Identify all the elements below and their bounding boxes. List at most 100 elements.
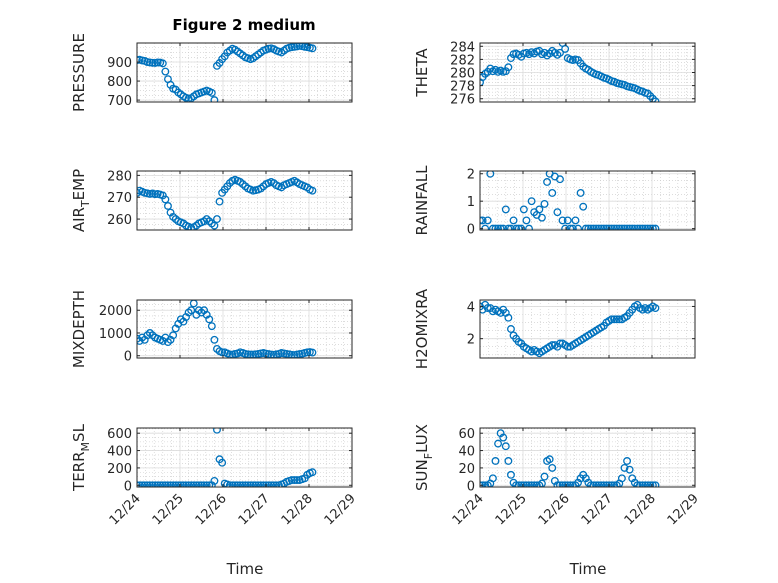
data-point — [194, 481, 203, 487]
data-point — [519, 205, 528, 214]
data-point — [543, 178, 552, 186]
data-point — [161, 195, 170, 204]
data-point — [512, 224, 521, 230]
data-series — [137, 175, 317, 230]
data-point — [599, 224, 608, 230]
y-axis-label: TERRMSL — [70, 423, 92, 492]
y-tick-label: 284 — [450, 40, 475, 55]
data-point — [293, 476, 301, 485]
data-point — [269, 481, 278, 487]
data-point — [161, 67, 170, 76]
data-point — [540, 199, 549, 208]
data-point — [648, 481, 657, 487]
data-point — [264, 481, 273, 487]
data-point — [527, 197, 536, 206]
axes-box — [479, 170, 696, 231]
y-axis-label: THETA — [413, 48, 431, 98]
data-series — [480, 43, 660, 102]
y-tick-label: 4 — [467, 300, 475, 315]
data-point — [189, 481, 198, 487]
data-point — [164, 202, 172, 210]
data-point — [486, 171, 495, 178]
data-point — [259, 481, 268, 487]
data-point — [158, 481, 167, 487]
data-point — [633, 481, 642, 487]
data-point — [620, 463, 629, 472]
data-point — [249, 481, 258, 487]
data-point — [584, 224, 593, 230]
data-point — [586, 481, 595, 487]
data-point — [556, 48, 564, 57]
data-point — [558, 216, 567, 225]
data-point — [605, 481, 613, 487]
data-point — [504, 457, 513, 465]
y-axis-label: H2OMIXRA — [413, 288, 431, 369]
data-point — [148, 58, 157, 67]
data-point — [290, 476, 299, 485]
data-point — [638, 224, 647, 230]
data-point — [548, 189, 557, 197]
data-point — [488, 474, 497, 483]
data-point — [501, 442, 510, 451]
y-tick-label: 700 — [107, 94, 132, 109]
data-point — [512, 481, 521, 487]
data-point — [169, 331, 178, 340]
data-point — [610, 224, 619, 230]
data-point — [571, 216, 580, 225]
data-point — [187, 306, 196, 315]
data-point — [137, 334, 141, 343]
data-point — [651, 304, 660, 313]
data-point — [176, 481, 185, 487]
y-tick-label: 800 — [107, 75, 132, 90]
y-tick-label: 0 — [124, 350, 132, 365]
data-point — [514, 224, 523, 230]
data-point — [494, 439, 503, 448]
data-point — [507, 325, 515, 333]
data-point — [308, 348, 317, 357]
data-point — [594, 224, 603, 230]
data-point — [140, 481, 149, 487]
y-tick-label: 276 — [450, 93, 475, 108]
data-point — [509, 216, 518, 225]
data-point — [504, 224, 513, 230]
data-point — [648, 224, 657, 230]
data-point — [507, 224, 515, 230]
data-point — [202, 481, 211, 487]
data-point — [254, 481, 263, 487]
data-point — [594, 481, 603, 487]
data-point — [563, 216, 572, 225]
data-point — [556, 175, 564, 184]
data-point — [494, 224, 503, 230]
data-point — [238, 481, 247, 487]
data-point — [540, 472, 549, 481]
data-point — [308, 186, 317, 195]
data-point — [184, 222, 193, 230]
data-point — [548, 463, 557, 472]
x-axis-label-right: Time — [569, 560, 607, 578]
data-point — [592, 481, 601, 487]
data-point — [205, 315, 214, 324]
data-point — [205, 481, 214, 487]
data-point — [612, 315, 621, 324]
y-axis-label: SUNFLUX — [413, 424, 435, 491]
data-point — [251, 481, 260, 487]
data-point — [576, 189, 585, 197]
data-point — [553, 208, 562, 217]
data-point — [161, 481, 170, 487]
data-point — [525, 224, 533, 230]
data-point — [156, 481, 165, 487]
data-point — [646, 481, 655, 487]
data-point — [241, 481, 250, 487]
data-point — [623, 224, 632, 230]
y-tick-label: 2 — [467, 168, 475, 183]
data-point — [137, 56, 141, 65]
data-point — [225, 481, 234, 487]
data-point — [218, 348, 227, 357]
y-tick-label: 400 — [107, 445, 132, 460]
data-point — [633, 224, 642, 230]
axes-box — [136, 42, 353, 103]
data-point — [610, 481, 619, 487]
data-point — [535, 205, 544, 214]
y-tick-label: 900 — [107, 56, 132, 71]
axes-box — [136, 170, 353, 231]
